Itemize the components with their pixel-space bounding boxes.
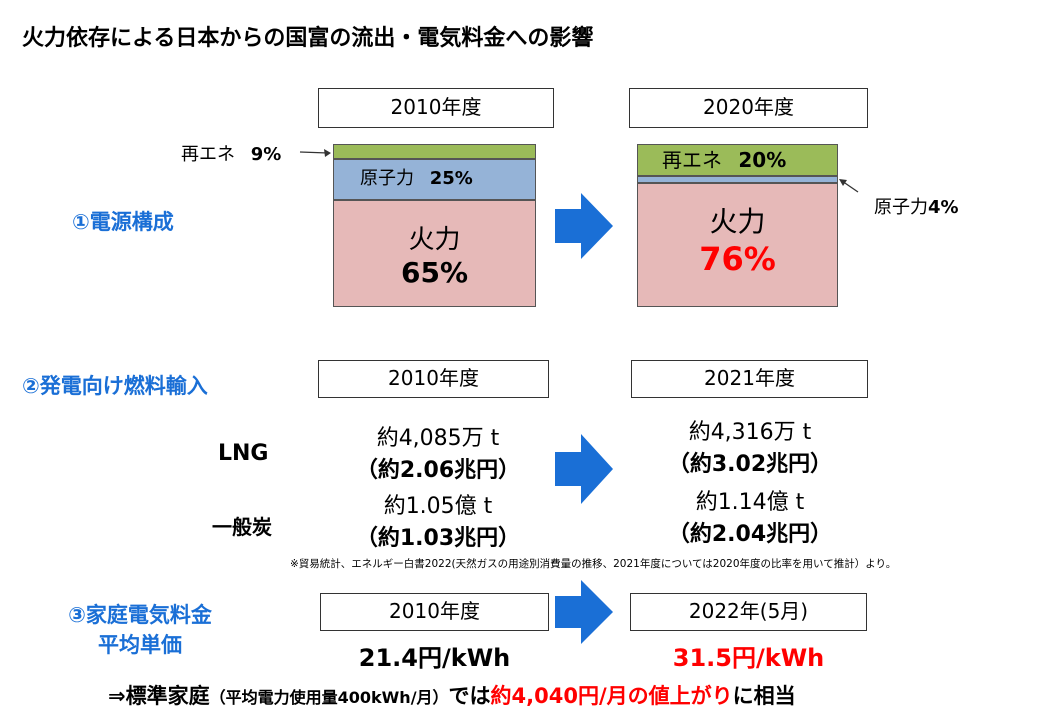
bar-2020-thermal: 火力 76% xyxy=(637,183,838,307)
bar-2020-thermal-label: 火力 xyxy=(709,205,766,238)
arrow-icon-section1 xyxy=(555,193,613,259)
lng-2021: 約4,316万 t （約3.02兆円） xyxy=(630,414,870,478)
bar-2010-nuclear: 原子力 25% xyxy=(333,159,536,200)
price-2010: 21.4円/kWh xyxy=(358,644,511,672)
section1-label: ①電源構成 xyxy=(72,210,174,234)
bar-2010-renewable xyxy=(333,144,536,159)
callout-arrow-left xyxy=(299,149,331,157)
conclusion-paren: （平均電力使用量400kWh/月） xyxy=(209,688,449,707)
bar-2010-thermal-pct: 65% xyxy=(400,256,469,289)
bar-2020-nuclear-callout: 原子力4% xyxy=(874,193,959,219)
conclusion-mid: では xyxy=(448,684,491,708)
bar-2010-renewable-pct: 9% xyxy=(250,144,282,165)
bar-2020-renewable: 再エネ 20% xyxy=(637,144,838,176)
coal-2010-cost: （約1.03兆円） xyxy=(355,526,521,551)
bar-2020-nuclear-pct: 4% xyxy=(928,197,959,218)
coal-2021-cost: （約2.04兆円） xyxy=(667,522,833,547)
coal-2021-qty: 約1.14億 t xyxy=(695,490,805,515)
lng-2021-qty: 約4,316万 t xyxy=(688,420,812,445)
section3-label-line1: ③家庭電気料金 xyxy=(68,603,212,627)
section1-left-year: 2010年度 xyxy=(318,88,554,128)
section3-label-line2: 平均単価 xyxy=(98,633,182,657)
callout-arrow-right xyxy=(839,179,859,193)
source-note: ※貿易統計、エネルギー白書2022(天然ガスの用途別消費量の推移、2021年度に… xyxy=(290,558,897,570)
bar-2020-nuclear-label: 原子力 xyxy=(874,197,928,218)
section2-right-year: 2021年度 xyxy=(631,360,868,398)
lng-label: LNG xyxy=(218,441,269,466)
conclusion-highlight: 約4,040円/月の値上がり xyxy=(490,684,733,708)
conclusion-suffix: に相当 xyxy=(732,684,796,708)
coal-2010: 約1.05億 t （約1.03兆円） xyxy=(318,488,558,552)
bar-2020-thermal-pct: 76% xyxy=(699,240,776,278)
bar-2010-nuclear-label: 原子力 xyxy=(360,168,414,189)
bar-2020-renewable-pct: 20% xyxy=(738,148,787,172)
arrow-icon-section2 xyxy=(555,434,613,504)
section3-right-year: 2022年(5月) xyxy=(630,593,867,631)
bar-2010-nuclear-pct: 25% xyxy=(429,168,473,189)
bar-2010-thermal: 火力 65% xyxy=(333,200,536,307)
bar-2010-thermal-label: 火力 xyxy=(408,225,461,255)
coal-label: 一般炭 xyxy=(212,515,272,539)
coal-2021: 約1.14億 t （約2.04兆円） xyxy=(630,484,870,548)
bar-2010-renewable-callout: 再エネ 9% xyxy=(181,140,281,166)
bar-2020-nuclear xyxy=(637,176,838,183)
bar-2010: 原子力 25% 火力 65% xyxy=(333,144,536,307)
section3-label: ③家庭電気料金 平均単価 xyxy=(40,600,240,660)
page-title: 火力依存による日本からの国富の流出・電気料金への影響 xyxy=(22,26,594,51)
arrow-icon-section3 xyxy=(555,580,613,644)
lng-2010-qty: 約4,085万 t xyxy=(376,426,500,451)
bar-2010-renewable-label: 再エネ xyxy=(181,144,235,165)
section1-right-year: 2020年度 xyxy=(629,88,868,128)
bar-2020: 再エネ 20% 火力 76% xyxy=(637,144,838,307)
lng-2010-cost: （約2.06兆円） xyxy=(355,458,521,483)
price-2022: 31.5円/kWh xyxy=(672,644,825,672)
section2-left-year: 2010年度 xyxy=(318,360,549,398)
conclusion: ⇒標準家庭（平均電力使用量400kWh/月）では約4,040円/月の値上がりに相… xyxy=(108,680,796,710)
bar-2020-renewable-label: 再エネ xyxy=(662,148,722,172)
lng-2010: 約4,085万 t （約2.06兆円） xyxy=(318,420,558,484)
lng-2021-cost: （約3.02兆円） xyxy=(667,452,833,477)
section3-left-year: 2010年度 xyxy=(320,593,549,631)
conclusion-prefix: ⇒標準家庭 xyxy=(108,684,210,708)
coal-2010-qty: 約1.05億 t xyxy=(383,494,493,519)
section2-label: ②発電向け燃料輸入 xyxy=(22,374,208,398)
